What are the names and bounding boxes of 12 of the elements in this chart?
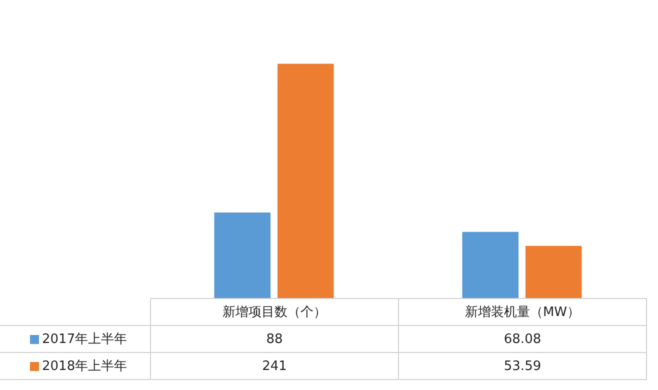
bar (462, 232, 519, 298)
data-label: 88 (150, 326, 398, 352)
data-label: 241 (150, 352, 398, 380)
x-tick-label: 新增装机量（MW） (398, 298, 646, 326)
bar (277, 64, 334, 298)
x-tick-label: 新增项目数（个） (150, 298, 398, 326)
data-label: 53.59 (398, 352, 646, 380)
bar (525, 246, 582, 298)
data-label: 68.08 (398, 326, 646, 352)
bar (214, 212, 271, 298)
legend-label: 2018年上半年 (0, 352, 150, 380)
legend-label: 2017年上半年 (0, 326, 150, 352)
